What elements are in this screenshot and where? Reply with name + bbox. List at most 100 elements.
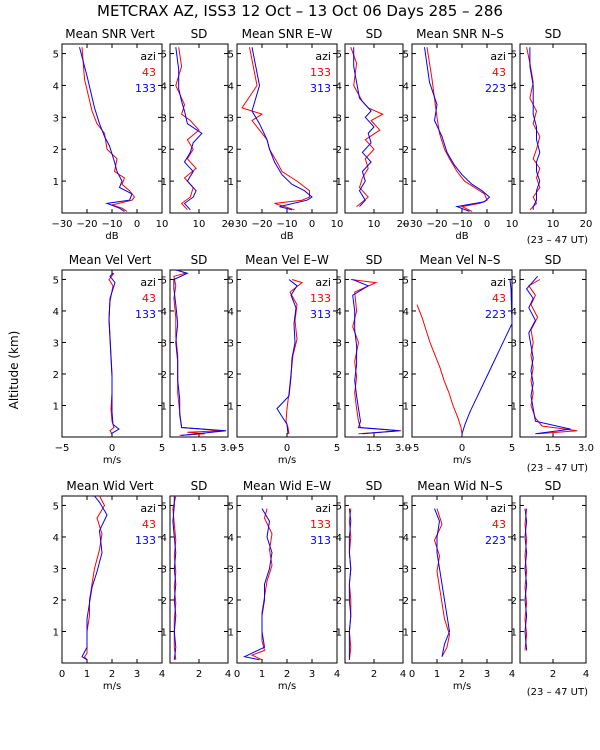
x-tick-label: 1 (84, 669, 90, 680)
y-tick-label: 3 (228, 113, 234, 124)
series-line-313 (352, 279, 400, 435)
panel-3-title: Mean SNR E–W (242, 27, 333, 41)
y-tick-label: 1 (403, 401, 409, 412)
x-tick-label: 3 (134, 669, 140, 680)
y-tick-label: 3 (403, 338, 409, 349)
x-tick-label: −20 (251, 219, 272, 230)
series-line-223 (434, 508, 451, 657)
y-tick-label: 5 (53, 50, 59, 61)
legend-header: azi (490, 502, 506, 515)
legend-header: azi (140, 276, 156, 289)
x-tick-label: −10 (276, 219, 297, 230)
y-tick-label: 2 (53, 145, 59, 156)
y-tick-label: 1 (511, 627, 517, 638)
series-line-43 (173, 269, 223, 436)
x-tick-label: 3 (309, 669, 315, 680)
series-line-43 (416, 304, 463, 434)
series-line-223 (461, 279, 513, 434)
legend-header: azi (315, 50, 331, 63)
legend-entry-133: 133 (310, 292, 331, 305)
y-tick-label: 3 (228, 564, 234, 575)
y-tick-label: 4 (228, 81, 234, 92)
y-tick-label: 5 (403, 501, 409, 512)
y-tick-label: 4 (336, 533, 342, 544)
y-tick-label: 4 (336, 307, 342, 318)
legend-header: azi (315, 502, 331, 515)
legend-entry-43: 43 (142, 292, 156, 305)
series-line-133 (350, 47, 384, 207)
legend-entry-43: 43 (492, 518, 506, 531)
panel-11-title: Mean Vel N–S (420, 253, 501, 267)
series-line-43 (426, 47, 488, 212)
panel-6-title: SD (545, 27, 562, 41)
series-line-43 (526, 47, 541, 211)
x-tick-label: 4 (400, 669, 406, 680)
y-tick-label: 1 (53, 627, 59, 638)
x-tick-label: 0 (109, 443, 115, 454)
y-tick-label: 2 (511, 145, 517, 156)
x-tick-label: 10 (331, 219, 344, 230)
y-tick-label: 4 (228, 307, 234, 318)
legend-entry-133: 133 (135, 82, 156, 95)
panel-3: Mean SNR E–W 1 2 3 4 5 −30 −20 −10 0 10 dB azi 133 313 (226, 27, 343, 242)
legend-header: azi (490, 276, 506, 289)
panel-18: SD 1 2 3 4 5 2 4 (511, 479, 590, 680)
y-tick-label: 5 (403, 275, 409, 286)
legend-entry-133: 133 (310, 518, 331, 531)
figure-title: METCRAX AZ, ISS3 12 Oct – 13 Oct 06 Days… (97, 2, 503, 20)
panel-7-xlabel: m/s (103, 455, 121, 466)
series-line-133 (79, 47, 133, 212)
panel-10: SD 1 2 3 4 5 1.5 3.0 (336, 253, 411, 454)
panel-18-title: SD (545, 479, 562, 493)
y-tick-label: 5 (161, 50, 167, 61)
y-tick-label: 1 (511, 177, 517, 188)
x-tick-label: 5 (509, 443, 515, 454)
x-tick-label: 2 (371, 669, 377, 680)
x-tick-label: 2 (109, 669, 115, 680)
x-tick-label: 1 (259, 669, 265, 680)
x-tick-label: 2 (550, 669, 556, 680)
panel-4-frame (344, 43, 404, 214)
x-tick-label: 1.5 (366, 443, 382, 454)
y-tick-label: 2 (161, 145, 167, 156)
y-tick-label: 4 (403, 307, 409, 318)
x-tick-label: 1.5 (191, 443, 207, 454)
x-tick-label: −5 (230, 443, 245, 454)
time-note-row2: (23 – 47 UT) (527, 463, 588, 474)
y-tick-label: 2 (403, 596, 409, 607)
panel-15: Mean Wid E–W 1 2 3 4 5 0 1 2 3 4 m/s azi 133 313 (228, 479, 341, 692)
y-tick-label: 1 (53, 401, 59, 412)
series-line-43 (81, 47, 136, 212)
y-tick-label: 5 (161, 501, 167, 512)
y-tick-label: 2 (511, 370, 517, 381)
x-tick-label: −5 (55, 443, 70, 454)
legend-entry-313: 313 (310, 82, 331, 95)
x-tick-label: 0 (234, 669, 240, 680)
panel-16-frame (344, 495, 404, 664)
panel-9-xlabel: m/s (278, 455, 296, 466)
panel-14-title: SD (191, 479, 208, 493)
panel-4: SD 1 2 3 4 5 10 20 (336, 27, 410, 230)
x-tick-label: 0 (309, 219, 315, 230)
panel-13-title: Mean Wid Vert (66, 479, 153, 493)
y-tick-label: 3 (403, 564, 409, 575)
x-tick-label: 3 (484, 669, 490, 680)
y-tick-label: 3 (53, 113, 59, 124)
legend-entry-223: 223 (485, 534, 506, 547)
series-line-313 (276, 279, 298, 434)
y-tick-label: 3 (161, 113, 167, 124)
x-tick-label: −30 (51, 219, 72, 230)
panel-10-title: SD (366, 253, 383, 267)
y-tick-label: 5 (511, 501, 517, 512)
x-tick-label: −20 (426, 219, 447, 230)
y-tick-label: 4 (511, 533, 517, 544)
y-tick-label: 3 (53, 564, 59, 575)
x-tick-label: 0 (459, 443, 465, 454)
y-tick-label: 5 (336, 501, 342, 512)
